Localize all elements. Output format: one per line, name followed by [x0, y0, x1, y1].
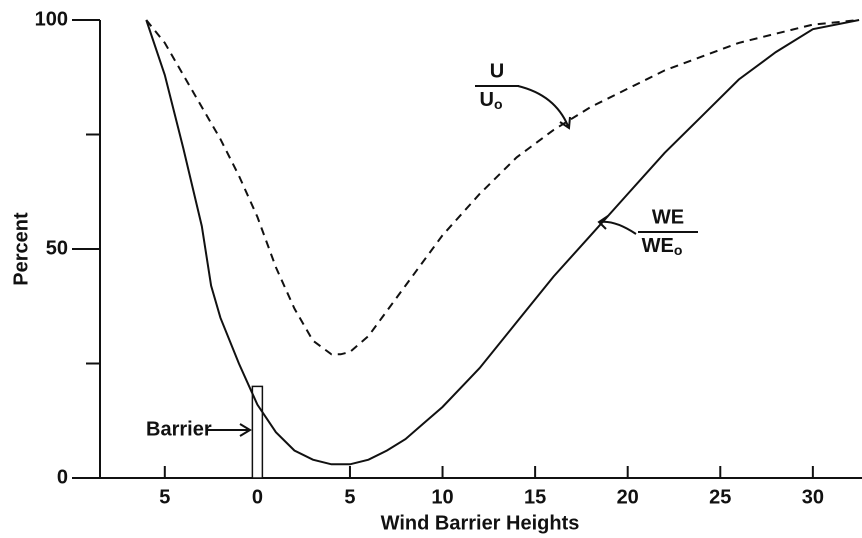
label-numerator: U [490, 60, 504, 82]
y-tick-label: 0 [57, 466, 68, 488]
denominator-text: U [479, 89, 493, 111]
series-label: UUo [475, 60, 519, 112]
barrier-arrow [208, 423, 252, 437]
x-tick-label: 25 [709, 486, 731, 508]
x-tick-label: 5 [344, 486, 355, 508]
label-denominator: WEo [642, 235, 683, 257]
x-tick-label: 10 [431, 486, 453, 508]
denominator-subscript: o [674, 242, 683, 258]
barrier-label: Barrier [146, 418, 212, 440]
series-line [145, 19, 860, 356]
series-line [145, 19, 860, 466]
label-numerator: WE [652, 206, 684, 228]
y-axis-label: Percent [10, 212, 32, 286]
x-tick-label: 0 [252, 486, 263, 508]
barrier [251, 385, 264, 479]
x-tick-label: 30 [802, 486, 824, 508]
label-denominator: Uo [479, 89, 502, 111]
y-tick-label: 100 [35, 8, 68, 30]
y-tick-label: 50 [46, 237, 68, 259]
x-tick-label: 5 [159, 486, 170, 508]
u-arrow [517, 85, 571, 130]
x-tick-label: 15 [524, 486, 546, 508]
denominator-subscript: o [494, 96, 503, 112]
x-axis-label: Wind Barrier Heights [381, 512, 580, 534]
denominator-text: WE [642, 235, 674, 257]
x-tick-label: 20 [617, 486, 639, 508]
